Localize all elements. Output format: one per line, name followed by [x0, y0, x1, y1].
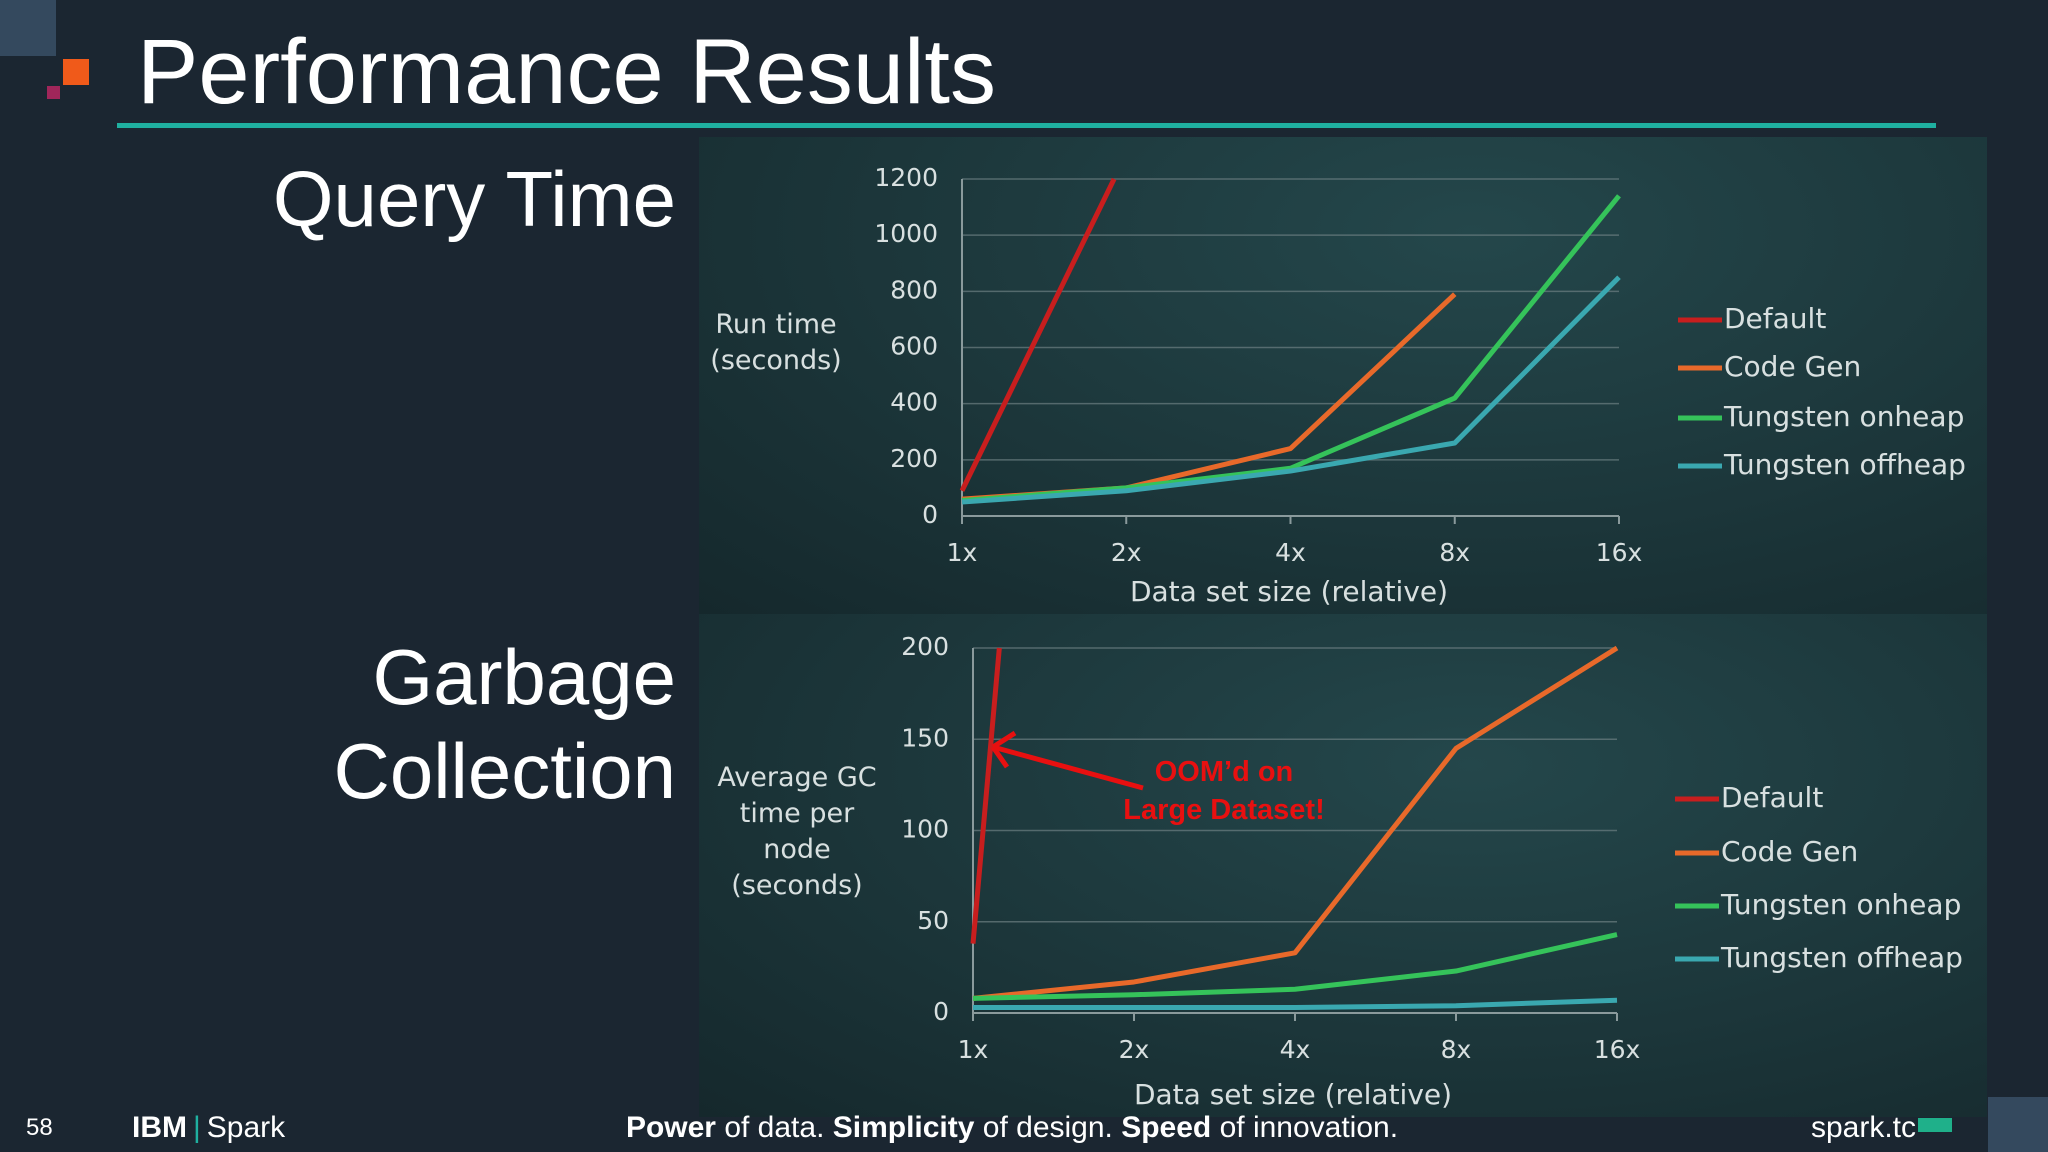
x-tick-label: 8x [1439, 538, 1470, 567]
title-rule [117, 123, 1936, 128]
separator: | [193, 1111, 201, 1144]
y-tick-label: 200 [901, 632, 949, 661]
series-line [959, 177, 1117, 492]
deco-square [47, 86, 60, 99]
section-label: Garbage Collection [333, 630, 676, 818]
tagline-part: Speed [1121, 1111, 1212, 1144]
series-line [972, 932, 1618, 1001]
legend-label: Tungsten onheap [1720, 888, 1961, 921]
brand: IBM | Spark [132, 1110, 285, 1146]
series-line [961, 292, 1457, 502]
y-tick-label: 0 [933, 997, 949, 1026]
x-tick-label: 2x [1111, 538, 1142, 567]
y-axis-label: Run time (seconds) [710, 309, 842, 376]
tagline-part: Power [625, 1111, 716, 1144]
annotation-arrowhead [990, 730, 1017, 769]
x-tick-label: 16x [1596, 538, 1643, 567]
x-tick-label: 2x [1119, 1035, 1150, 1064]
section-label: Query Time [273, 152, 676, 246]
annotation: OOM’d on Large Dataset! [1094, 753, 1354, 829]
brand-name: IBM [132, 1111, 187, 1144]
annotation-line: Large Dataset! [1123, 794, 1325, 826]
y-axis-label: Average GC time per node (seconds) [717, 762, 877, 901]
deco-square [1988, 1097, 2048, 1152]
deco-square [0, 0, 56, 56]
chart-panel [699, 614, 1987, 1117]
annotation-line: OOM’d on [1154, 756, 1294, 788]
legend-label: Default [1724, 302, 1826, 335]
series-line [970, 647, 1002, 944]
x-axis-label: Data set size (relative) [1130, 575, 1448, 608]
series-line [973, 997, 1618, 1011]
y-tick-label: 150 [901, 723, 949, 752]
legend-label: Code Gen [1724, 350, 1861, 383]
legend-label: Tungsten offheap [1723, 448, 1966, 481]
x-axis-label: Data set size (relative) [1134, 1078, 1452, 1111]
series-line [972, 645, 1619, 1001]
site: spark.tc [1810, 1111, 1916, 1144]
x-tick-label: 8x [1441, 1035, 1472, 1064]
y-tick-label: 400 [890, 388, 938, 417]
y-tick-label: 800 [890, 275, 938, 304]
legend-label: Default [1721, 781, 1823, 814]
deco-square [63, 59, 89, 85]
y-tick-label: 50 [917, 906, 949, 935]
x-tick-label: 1x [947, 538, 978, 567]
section-line: Query Time [272, 155, 676, 243]
legend-label: Tungsten offheap [1720, 941, 1963, 974]
y-tick-label: 0 [922, 500, 938, 529]
deco-square [1918, 1118, 1952, 1132]
tagline-part: of data. [715, 1111, 833, 1144]
product: Spark [206, 1111, 286, 1144]
legend-label: Tungsten onheap [1723, 400, 1964, 433]
chart-panel [699, 137, 1987, 614]
page-number: 58 [26, 1114, 53, 1141]
section-line: Collection [333, 727, 676, 815]
legend-label: Code Gen [1721, 835, 1858, 868]
slide-title: Performance Results [137, 21, 996, 123]
y-tick-label: 1200 [874, 163, 938, 192]
tagline-part: of design. [974, 1111, 1122, 1144]
series-line [961, 275, 1621, 505]
y-tick-label: 1000 [874, 219, 938, 248]
y-tick-label: 100 [901, 815, 949, 844]
annotation-arrow [992, 744, 1144, 791]
x-tick-label: 1x [958, 1035, 989, 1064]
tagline: Power of data. Simplicity of design. Spe… [0, 1110, 2036, 1146]
tagline-part: Simplicity [832, 1111, 975, 1144]
y-tick-label: 600 [890, 332, 938, 361]
y-tick-label: 200 [890, 444, 938, 473]
x-tick-label: 16x [1594, 1035, 1641, 1064]
x-tick-label: 4x [1275, 538, 1306, 567]
x-tick-label: 4x [1280, 1035, 1311, 1064]
tagline-part: of innovation. [1211, 1111, 1399, 1144]
section-line: Garbage [372, 633, 676, 721]
